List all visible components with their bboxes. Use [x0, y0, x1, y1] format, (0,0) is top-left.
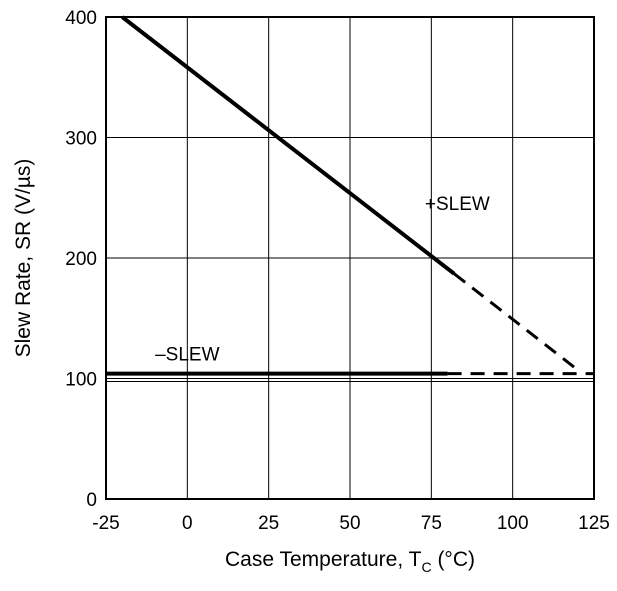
y-tick-label: 0 — [86, 490, 97, 511]
plot-frame — [105, 16, 595, 500]
x-axis-label-main: Case Temperature, T — [225, 548, 422, 571]
x-axis-label-suffix: (°C) — [432, 548, 475, 571]
series-label-negative: –SLEW — [155, 344, 219, 365]
y-tick-label: 400 — [65, 8, 97, 29]
series-line-slew-positive — [121, 15, 456, 276]
y-tick-label: 200 — [65, 249, 97, 270]
x-tick-label: 25 — [258, 513, 279, 534]
x-tick-label: 50 — [339, 513, 360, 534]
y-tick-label: 100 — [65, 370, 97, 391]
y-axis-label: Slew Rate, SR (V/µs) — [12, 159, 35, 358]
y-tick-labels: 0 100 200 300 400 — [65, 8, 97, 511]
y-tick-label: 300 — [65, 129, 97, 150]
x-tick-label: 125 — [578, 513, 610, 534]
x-tick-label: 100 — [497, 513, 529, 534]
series-layer — [106, 15, 594, 376]
x-axis-label-subscript: C — [421, 559, 431, 575]
x-tick-labels: -25 0 25 50 75 100 125 — [92, 513, 610, 534]
series-label-positive: +SLEW — [425, 194, 490, 215]
x-tick-label: 0 — [182, 513, 193, 534]
x-tick-label: 75 — [421, 513, 442, 534]
series-extension-slew-positive — [453, 272, 582, 374]
x-axis-label: Case Temperature, TC (°C) — [225, 548, 475, 575]
series-labels: +SLEW –SLEW — [155, 194, 490, 366]
grid-lines — [105, 16, 595, 500]
x-tick-label: -25 — [92, 513, 119, 534]
